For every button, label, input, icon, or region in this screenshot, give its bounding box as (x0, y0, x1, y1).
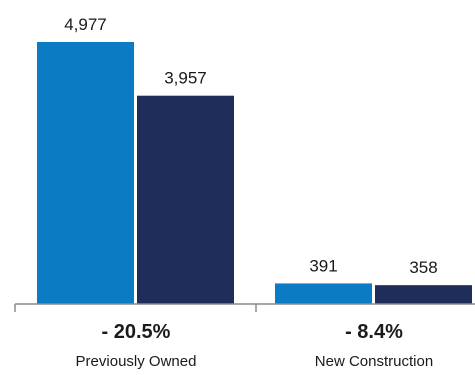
value-labels-group: 4,977 3,957 391 358 (64, 15, 437, 277)
change-label-new-construction: - 8.4% (345, 321, 403, 343)
value-label-new-construction-series-1: 391 (309, 256, 337, 275)
bar-previously-owned-series-2 (137, 95, 234, 304)
x-axis-ticks (14, 304, 257, 312)
bars-group (37, 42, 472, 304)
category-label-previously-owned: Previously Owned (76, 353, 197, 370)
value-label-new-construction-series-2: 358 (409, 258, 437, 277)
bar-new-construction-series-2 (375, 285, 472, 304)
category-label-new-construction: New Construction (315, 353, 433, 370)
bar-new-construction-series-1 (275, 283, 372, 304)
bar-previously-owned-series-1 (37, 42, 134, 304)
value-label-previously-owned-series-2: 3,957 (164, 69, 207, 88)
value-label-previously-owned-series-1: 4,977 (64, 15, 107, 34)
change-label-previously-owned: - 20.5% (102, 321, 171, 343)
